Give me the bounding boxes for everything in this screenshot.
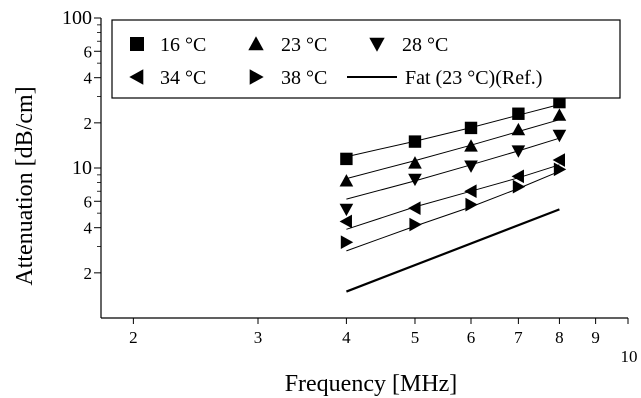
- axis-ticks: 2 3 4 5 6 7 8 9 10 2 4 6 10 2 4 6 100: [62, 7, 638, 366]
- x-tick-label: 3: [254, 328, 263, 347]
- series-4-point: [408, 201, 421, 215]
- data-markers: [339, 95, 567, 250]
- series-4-point: [339, 214, 352, 229]
- series-3-point: [552, 129, 567, 143]
- series-5-point: [512, 179, 526, 194]
- y-tick-label: 100: [62, 7, 92, 29]
- series-5-point: [553, 162, 567, 177]
- y-tick-label: 2: [84, 114, 93, 133]
- series-1-point: [512, 107, 525, 120]
- legend-label-3: 28 °C: [402, 34, 448, 56]
- series-5-point: [465, 197, 478, 212]
- x-tick-label: 8: [555, 328, 564, 347]
- y-tick-label: 4: [84, 69, 93, 88]
- series-2-point: [552, 108, 567, 121]
- legend-symbol-4: [129, 69, 144, 85]
- series-1-point: [553, 95, 566, 109]
- series-3-fit-curve: [346, 137, 560, 200]
- legend-symbol-3: [369, 37, 385, 52]
- y-tick-label: 6: [84, 42, 93, 61]
- reference-fat-line: [346, 208, 560, 293]
- legend-symbol-5: [249, 69, 264, 85]
- reference-line: [346, 208, 560, 293]
- legend-symbol-2: [248, 36, 264, 51]
- series-2-point: [511, 122, 526, 136]
- series-3-point: [408, 173, 422, 187]
- series-5-point: [409, 217, 422, 232]
- series-4-point: [552, 153, 566, 167]
- y-tick-label: 2: [84, 264, 93, 283]
- y-axis-title: Attenuation [dB/cm]: [12, 86, 38, 285]
- series-1-point: [408, 135, 422, 148]
- series-1-fit-curve: [346, 104, 560, 158]
- x-tick-label: 2: [129, 328, 138, 347]
- series-5-point: [340, 235, 354, 250]
- legend-label-2: 23 °C: [281, 34, 327, 56]
- x-tick-label: 4: [342, 328, 351, 347]
- legend-label-4: 34 °C: [160, 67, 206, 89]
- series-1-point: [340, 152, 353, 166]
- series-4-point: [511, 169, 524, 184]
- series-3-point: [464, 160, 478, 173]
- y-tick-label: 10: [72, 157, 92, 179]
- x-axis-title: Frequency [MHz]: [285, 371, 458, 397]
- x-tick-label: 10: [621, 347, 638, 366]
- series-4-fit-curve: [346, 164, 560, 230]
- x-tick-label: 6: [467, 328, 476, 347]
- series-3-point: [339, 203, 354, 217]
- legend: 16 °C 23 °C 28 °C 34 °C 38 °C Fat (23 °C)(Ref…: [111, 19, 621, 99]
- x-tick-label: 9: [591, 328, 600, 347]
- series-2-point: [339, 174, 354, 187]
- legend-label-5: 38 °C: [281, 67, 327, 89]
- series-5-fit-curve: [346, 170, 560, 252]
- legend-box: [111, 19, 621, 99]
- legend-symbol-1: [130, 37, 144, 51]
- series-1-point: [464, 121, 478, 135]
- legend-label-6: Fat (23 °C)(Ref.): [405, 67, 542, 89]
- series-2-point: [408, 156, 422, 169]
- y-tick-label: 6: [84, 192, 93, 211]
- x-tick-label: 7: [514, 328, 523, 347]
- fit-lines: [346, 104, 560, 252]
- series-2-point: [464, 139, 478, 152]
- legend-label-1: 16 °C: [160, 34, 206, 56]
- series-3-point: [511, 145, 526, 158]
- x-tick-label: 5: [411, 328, 420, 347]
- series-4-point: [464, 184, 477, 199]
- y-tick-label: 4: [84, 219, 93, 238]
